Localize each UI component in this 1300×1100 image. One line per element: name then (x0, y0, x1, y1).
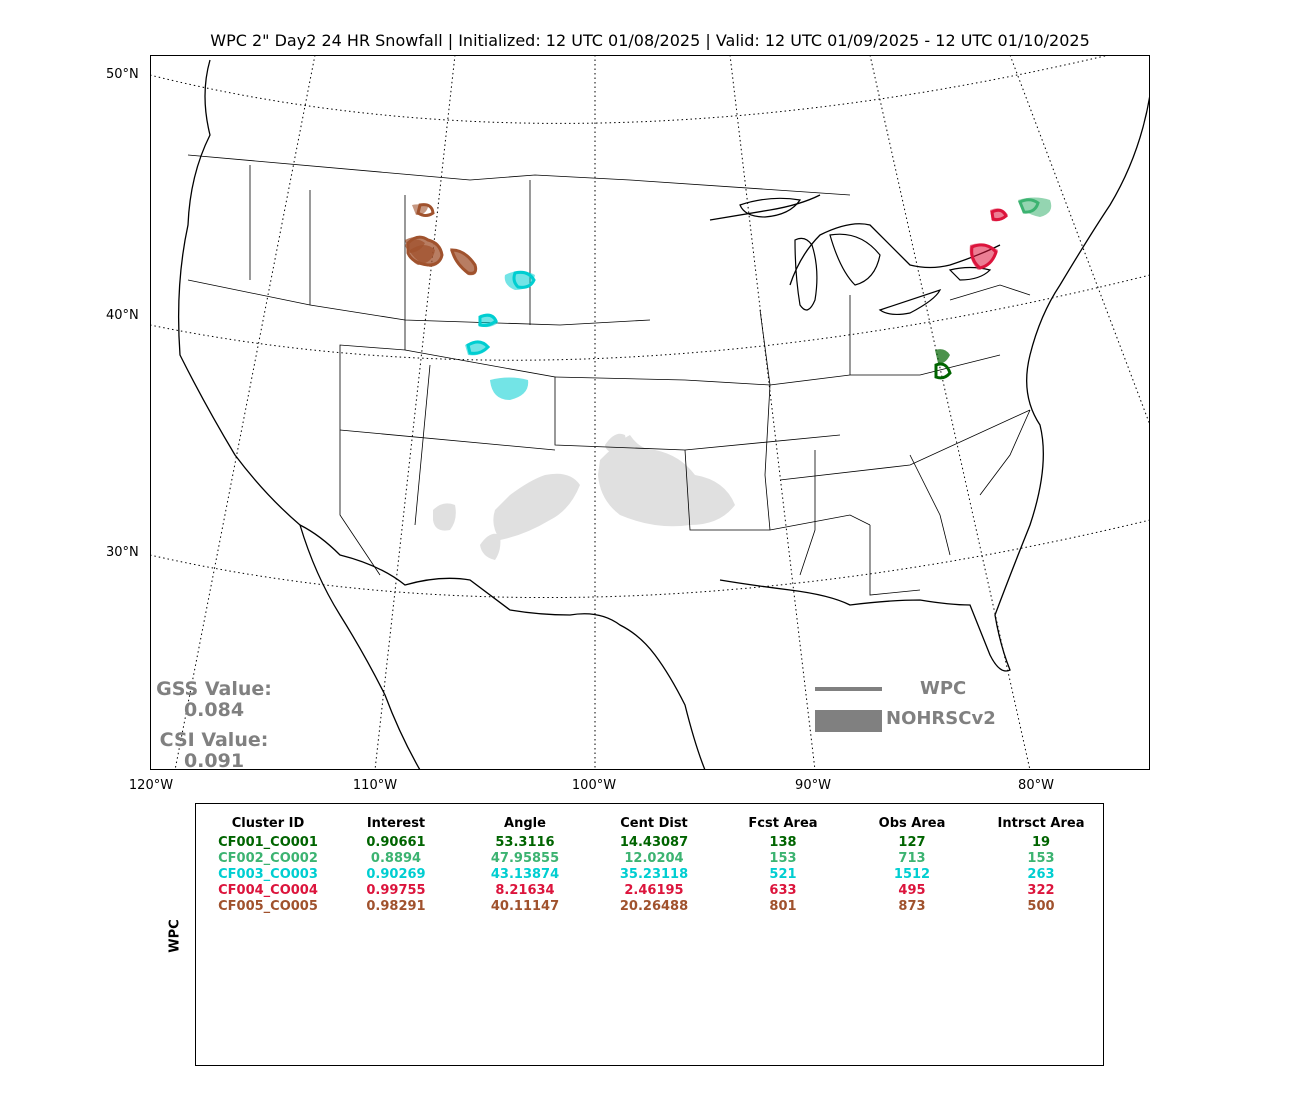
table-cell: 19 (1031, 835, 1051, 850)
obs-area-cf005 (405, 236, 442, 267)
graticule (150, 55, 1150, 770)
table-cell: 8.21634 (495, 883, 555, 898)
fcst-contour-cf005 (406, 235, 444, 267)
col-header-cent-dist: Cent Dist (620, 816, 688, 831)
table-cell: 0.99755 (366, 883, 426, 898)
table-cell: 53.3116 (495, 835, 555, 850)
fcst-contour-cf003 (466, 340, 491, 355)
cluster-cf002 (1018, 197, 1052, 217)
table-cell: 153 (769, 851, 797, 866)
cluster-cf003 (465, 270, 536, 400)
obs-area-cf003 (490, 377, 529, 400)
table-cell: 521 (769, 867, 797, 882)
table-cell: 40.11147 (490, 899, 560, 914)
cluster-cf004 (969, 208, 1008, 270)
cluster-stats-table (195, 803, 1104, 1066)
lon-label-120: 120°W (128, 778, 174, 793)
map-legend (815, 687, 882, 732)
table-cell: 2.46195 (624, 883, 684, 898)
table-cell: 0.98291 (366, 899, 426, 914)
table-cell: 14.43087 (619, 835, 689, 850)
cluster-cf005 (405, 203, 478, 276)
legend-nohrsc-swatch (815, 710, 882, 732)
lon-label-90: 90°W (795, 778, 831, 793)
table-cell: 873 (898, 899, 926, 914)
obs-area-cf001 (935, 349, 950, 364)
csi-label: CSI Value: (159, 729, 269, 751)
table-cell: 47.95855 (490, 851, 560, 866)
table-cell: 633 (769, 883, 797, 898)
table-cell: 153 (1027, 851, 1055, 866)
table-cell: 35.23118 (619, 867, 689, 882)
fcst-contour-cf004 (970, 243, 998, 270)
fcst-contour-cf004 (990, 208, 1008, 222)
cluster-cf001 (934, 349, 952, 380)
col-header-obs-area: Obs Area (878, 816, 946, 831)
table-cell: 43.13874 (490, 867, 560, 882)
lon-label-110: 110°W (352, 778, 398, 793)
table-cell: CF004_CO004 (218, 883, 318, 898)
table-cell: 713 (898, 851, 926, 866)
table-cell: 495 (898, 883, 926, 898)
table-cell: 20.26488 (619, 899, 689, 914)
great-lakes (739, 197, 992, 316)
lat-label-40: 40°N (106, 308, 139, 323)
nohrsc-observed-area (433, 433, 735, 560)
table-cell: CF001_CO001 (218, 835, 318, 850)
table-cell: CF003_CO003 (218, 867, 318, 882)
table-cell: 127 (898, 835, 926, 850)
csi-stat: CSI Value: 0.091 (152, 730, 276, 772)
legend-wpc-label: WPC (920, 678, 967, 699)
lon-label-100: 100°W (571, 778, 617, 793)
table-cell: CF005_CO005 (218, 899, 318, 914)
fcst-contour-cf003 (478, 313, 498, 327)
map-title: WPC 2" Day2 24 HR Snowfall | Initialized… (210, 31, 1090, 50)
table-cell: 263 (1027, 867, 1055, 882)
lat-label-50: 50°N (106, 67, 139, 82)
table-ylabel: WPC (167, 919, 183, 953)
col-header-intrsct-area: Intrsct Area (997, 816, 1085, 831)
fcst-contour-cf005 (416, 203, 435, 217)
gss-value: 0.084 (183, 699, 245, 721)
table-cell: 0.90661 (366, 835, 426, 850)
col-header-cluster-id: Cluster ID (231, 816, 305, 831)
fcst-contour-cf003 (512, 270, 536, 289)
obs-area-cf005 (450, 250, 477, 276)
table-cell: CF002_CO002 (218, 851, 318, 866)
lat-label-30: 30°N (106, 545, 139, 560)
lon-label-80: 80°W (1018, 778, 1054, 793)
col-header-angle: Angle (504, 816, 546, 831)
fcst-contour-cf002 (1018, 198, 1040, 214)
legend-nohrsc-label: NOHRSCv2 (886, 708, 996, 729)
state-boundaries (187, 154, 1031, 596)
table-cell: 0.8894 (370, 851, 422, 866)
table-cell: 138 (769, 835, 797, 850)
gss-stat: GSS Value: 0.084 (152, 679, 276, 721)
csi-value: 0.091 (183, 750, 245, 772)
col-header-fcst-area: Fcst Area (748, 816, 818, 831)
table-cell: 0.90269 (366, 867, 426, 882)
table-cell: 12.0204 (624, 851, 684, 866)
col-header-interest: Interest (366, 816, 426, 831)
table-cell: 1512 (893, 867, 931, 882)
coastline (177, 59, 1150, 770)
fcst-contour-cf001 (934, 362, 952, 380)
snowfall-map (150, 55, 1150, 770)
table-cell: 801 (769, 899, 797, 914)
table-cell: 322 (1027, 883, 1055, 898)
table-cell: 500 (1027, 899, 1055, 914)
gss-label: GSS Value: (156, 678, 272, 700)
fcst-contour-cf005 (450, 248, 478, 275)
